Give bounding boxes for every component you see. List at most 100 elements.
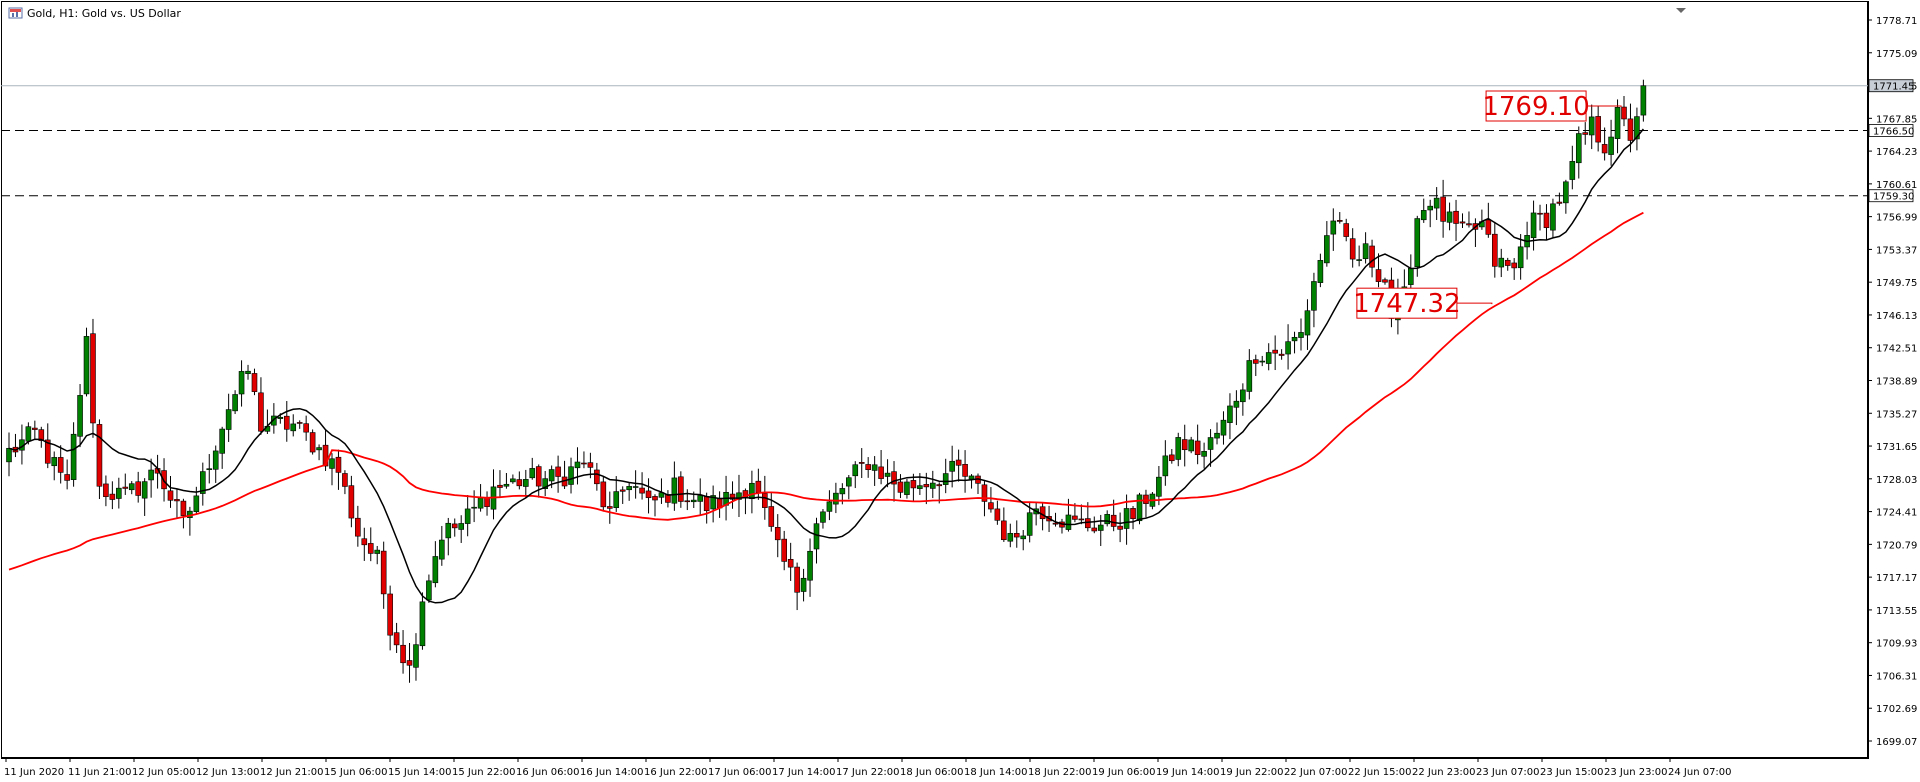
candle-body bbox=[736, 492, 742, 500]
candle bbox=[329, 453, 335, 486]
time-tick-label: 19 Jun 06:00 bbox=[1092, 767, 1156, 778]
candle bbox=[671, 461, 678, 511]
candle-body bbox=[25, 426, 32, 442]
candle bbox=[342, 470, 348, 495]
candle bbox=[1020, 529, 1027, 551]
candle-body bbox=[587, 462, 594, 468]
candle-body bbox=[1214, 432, 1220, 439]
candle bbox=[451, 518, 458, 537]
time-tick-label: 16 Jun 14:00 bbox=[580, 767, 644, 778]
candle-body bbox=[1414, 218, 1421, 268]
candle bbox=[697, 478, 704, 516]
time-tick-label: 22 Jun 23:00 bbox=[1412, 767, 1476, 778]
candle bbox=[1272, 335, 1278, 371]
candle-body bbox=[1278, 353, 1285, 356]
candle bbox=[794, 562, 800, 611]
price-tick-label: 1702.69 bbox=[1876, 704, 1917, 715]
candle bbox=[781, 530, 788, 571]
candle-body bbox=[1556, 201, 1563, 204]
candle bbox=[994, 500, 1001, 525]
candle-body bbox=[1375, 269, 1382, 282]
candle-body bbox=[128, 483, 135, 491]
candle bbox=[1214, 422, 1220, 445]
candle bbox=[755, 468, 762, 500]
candle-body bbox=[57, 457, 64, 473]
candle bbox=[774, 514, 781, 558]
candle bbox=[684, 489, 691, 511]
candle bbox=[632, 470, 639, 499]
candle-body bbox=[710, 495, 716, 510]
candle bbox=[148, 458, 154, 498]
candle-body bbox=[703, 496, 710, 512]
time-tick-label: 16 Jun 22:00 bbox=[644, 767, 708, 778]
candle-body bbox=[393, 632, 400, 646]
candle bbox=[1143, 489, 1149, 518]
candle bbox=[245, 364, 251, 380]
price-tick-label: 1760.61 bbox=[1876, 180, 1917, 191]
candle bbox=[1240, 383, 1246, 416]
candle bbox=[678, 471, 684, 508]
candle bbox=[1472, 218, 1479, 247]
candle bbox=[516, 471, 523, 490]
candle bbox=[833, 482, 839, 514]
candle bbox=[258, 377, 264, 435]
candle-body bbox=[44, 439, 51, 464]
candle-body bbox=[219, 428, 225, 454]
candle-body bbox=[419, 601, 426, 647]
time-tick-label: 18 Jun 22:00 bbox=[1028, 767, 1092, 778]
candle-body bbox=[929, 482, 936, 489]
candle-body bbox=[1614, 107, 1621, 139]
chart-shift-marker-icon[interactable] bbox=[1676, 8, 1686, 13]
candle bbox=[1265, 343, 1272, 371]
candle-body bbox=[296, 422, 303, 424]
price-tick-label: 1699.07 bbox=[1876, 737, 1917, 748]
candle bbox=[639, 472, 645, 500]
candle-body bbox=[1543, 212, 1550, 229]
candle-body bbox=[400, 644, 406, 664]
candle-body bbox=[232, 394, 238, 412]
candle-body bbox=[774, 527, 781, 541]
candle bbox=[1375, 253, 1382, 288]
candle bbox=[96, 419, 103, 499]
candle-body bbox=[1246, 360, 1253, 392]
candle bbox=[1169, 449, 1175, 464]
annotation-box bbox=[1485, 90, 1587, 122]
price-annotation[interactable]: 1747.32 bbox=[1353, 287, 1493, 319]
annotations-layer: 1769.10 1747.32 bbox=[1353, 90, 1622, 319]
candle bbox=[1156, 466, 1162, 506]
candle-body bbox=[768, 506, 775, 527]
time-tick-label: 17 Jun 06:00 bbox=[708, 767, 772, 778]
chart-window-icon bbox=[8, 7, 23, 19]
candle-body bbox=[251, 373, 258, 392]
candle-body bbox=[1498, 257, 1505, 268]
candle bbox=[316, 444, 322, 461]
candle bbox=[736, 474, 742, 517]
candle-body bbox=[1220, 419, 1227, 436]
price-annotation[interactable]: 1769.10 bbox=[1482, 90, 1622, 122]
candle-body bbox=[1382, 279, 1388, 283]
price-tick-label: 1767.85 bbox=[1876, 114, 1917, 125]
candle bbox=[1492, 221, 1498, 278]
candle bbox=[645, 478, 652, 514]
price-tick-label: 1753.37 bbox=[1876, 245, 1917, 256]
candle bbox=[1511, 258, 1517, 280]
candle bbox=[367, 527, 374, 562]
candle bbox=[445, 517, 452, 556]
price-tick-label: 1713.55 bbox=[1876, 606, 1917, 617]
candle bbox=[1201, 442, 1207, 469]
candle bbox=[1194, 424, 1201, 465]
price-tick-label: 1706.31 bbox=[1876, 671, 1917, 682]
candle-body bbox=[1569, 161, 1576, 180]
candle-body bbox=[1433, 197, 1440, 209]
candle-body bbox=[1117, 525, 1123, 530]
candle bbox=[432, 541, 439, 588]
price-tick-label: 1756.99 bbox=[1876, 213, 1917, 224]
candle bbox=[290, 414, 297, 437]
candle bbox=[858, 448, 865, 479]
candle-body bbox=[678, 476, 684, 502]
candle-body bbox=[949, 460, 955, 472]
price-tick-label: 1717.17 bbox=[1876, 573, 1917, 584]
candle-body bbox=[1175, 437, 1182, 460]
candle-body bbox=[290, 423, 297, 432]
